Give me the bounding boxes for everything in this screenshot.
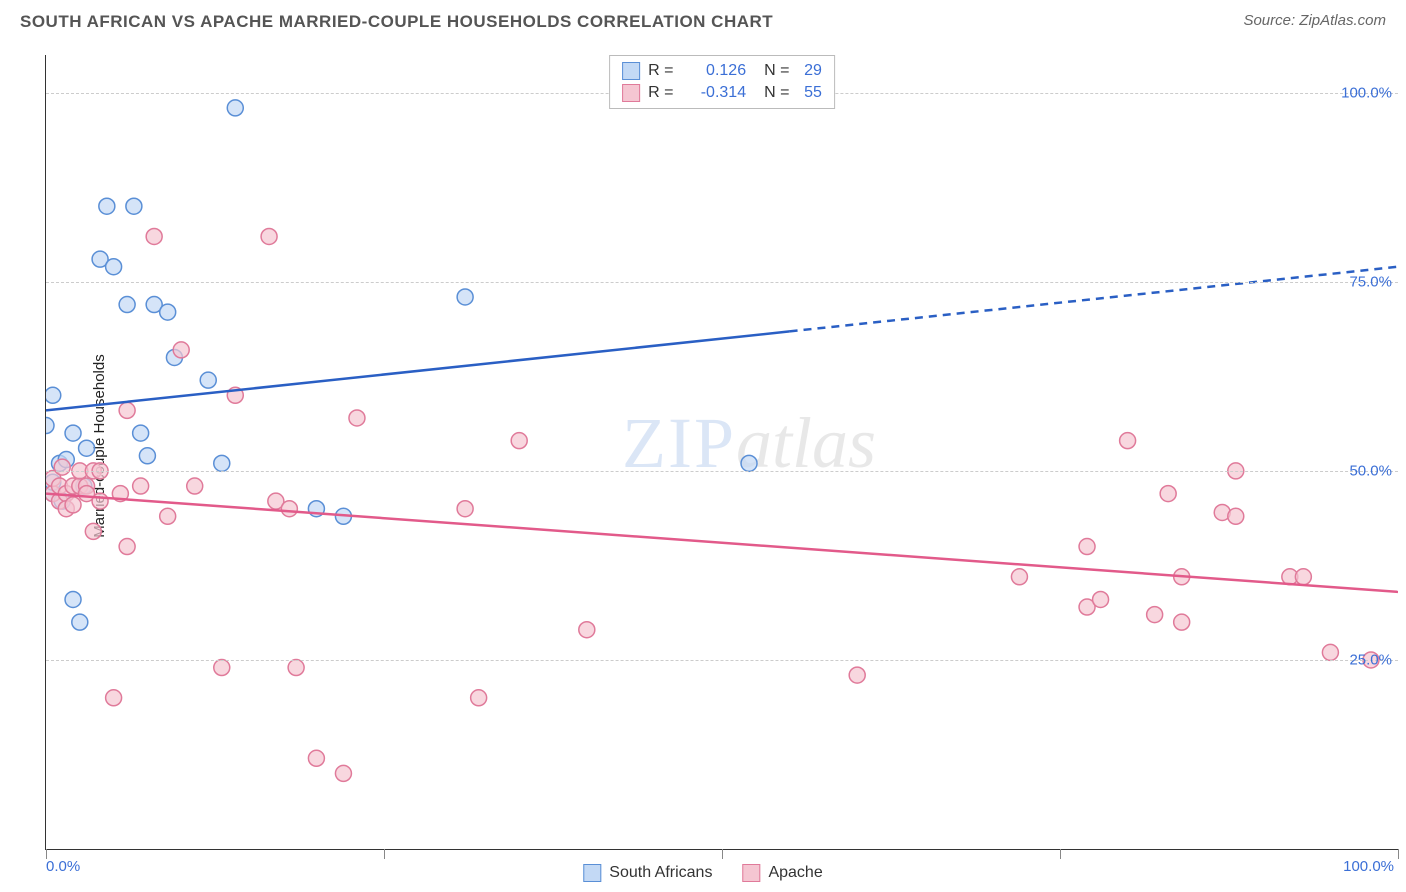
chart-title: SOUTH AFRICAN VS APACHE MARRIED-COUPLE H… — [20, 12, 773, 31]
scatter-svg — [46, 55, 1398, 849]
source-label: Source: ZipAtlas.com — [1243, 12, 1386, 29]
x-tick — [1398, 849, 1399, 859]
data-point — [65, 425, 81, 441]
data-point — [1322, 644, 1338, 660]
x-tick — [384, 849, 385, 859]
data-point — [46, 387, 61, 403]
data-point — [46, 418, 54, 434]
data-point — [65, 497, 81, 513]
legend-correlation: R = 0.126 N = 29 R = -0.314 N = 55 — [609, 55, 835, 109]
r-label: R = — [648, 62, 678, 80]
data-point — [214, 660, 230, 676]
data-point — [579, 622, 595, 638]
data-point — [849, 667, 865, 683]
r-label: R = — [648, 84, 678, 102]
swatch-series-1 — [622, 84, 640, 102]
data-point — [133, 478, 149, 494]
data-point — [139, 448, 155, 464]
data-point — [133, 425, 149, 441]
swatch-series-0-bottom — [583, 864, 601, 882]
data-point — [261, 228, 277, 244]
data-point — [1228, 508, 1244, 524]
data-point — [92, 493, 108, 509]
y-tick-label: 75.0% — [1349, 273, 1392, 290]
gridline-y — [46, 282, 1398, 283]
data-point — [119, 297, 135, 313]
n-value-1: 55 — [804, 84, 822, 102]
n-label: N = — [764, 84, 796, 102]
x-tick — [1060, 849, 1061, 859]
data-point — [308, 750, 324, 766]
data-point — [146, 228, 162, 244]
data-point — [227, 100, 243, 116]
data-point — [281, 501, 297, 517]
data-point — [106, 259, 122, 275]
data-point — [72, 614, 88, 630]
trend-line — [46, 494, 1398, 592]
data-point — [1295, 569, 1311, 585]
data-point — [471, 690, 487, 706]
trend-line — [46, 331, 790, 410]
data-point — [106, 690, 122, 706]
data-point — [1079, 539, 1095, 555]
gridline-y — [46, 471, 1398, 472]
data-point — [1093, 591, 1109, 607]
data-point — [741, 455, 757, 471]
data-point — [457, 501, 473, 517]
data-point — [349, 410, 365, 426]
n-label: N = — [764, 62, 796, 80]
data-point — [1160, 486, 1176, 502]
r-value-1: -0.314 — [686, 84, 746, 102]
data-point — [1147, 607, 1163, 623]
data-point — [1174, 614, 1190, 630]
x-tick-label: 100.0% — [1343, 858, 1394, 875]
data-point — [65, 591, 81, 607]
data-point — [1011, 569, 1027, 585]
data-point — [160, 508, 176, 524]
gridline-y — [46, 660, 1398, 661]
data-point — [1120, 433, 1136, 449]
data-point — [200, 372, 216, 388]
x-tick — [722, 849, 723, 859]
data-point — [214, 455, 230, 471]
legend-label-0: South Africans — [609, 864, 712, 882]
data-point — [288, 660, 304, 676]
swatch-series-0 — [622, 62, 640, 80]
data-point — [173, 342, 189, 358]
legend-label-1: Apache — [768, 864, 822, 882]
swatch-series-1-bottom — [742, 864, 760, 882]
legend-item-0: South Africans — [583, 864, 712, 882]
data-point — [119, 539, 135, 555]
legend-series: South Africans Apache — [583, 864, 822, 882]
data-point — [187, 478, 203, 494]
legend-row-series-1: R = -0.314 N = 55 — [622, 82, 822, 104]
y-tick-label: 100.0% — [1341, 84, 1392, 101]
data-point — [79, 440, 95, 456]
chart-plot-area: ZIPatlas R = 0.126 N = 29 R = -0.314 N =… — [45, 55, 1398, 850]
data-point — [126, 198, 142, 214]
data-point — [54, 459, 70, 475]
n-value-0: 29 — [804, 62, 822, 80]
y-tick-label: 25.0% — [1349, 651, 1392, 668]
data-point — [511, 433, 527, 449]
r-value-0: 0.126 — [686, 62, 746, 80]
data-point — [119, 402, 135, 418]
data-point — [457, 289, 473, 305]
data-point — [85, 523, 101, 539]
data-point — [99, 198, 115, 214]
y-tick-label: 50.0% — [1349, 462, 1392, 479]
data-point — [335, 765, 351, 781]
trend-line-extrapolated — [790, 267, 1398, 332]
legend-row-series-0: R = 0.126 N = 29 — [622, 60, 822, 82]
legend-item-1: Apache — [742, 864, 822, 882]
x-tick-label: 0.0% — [46, 858, 80, 875]
data-point — [160, 304, 176, 320]
